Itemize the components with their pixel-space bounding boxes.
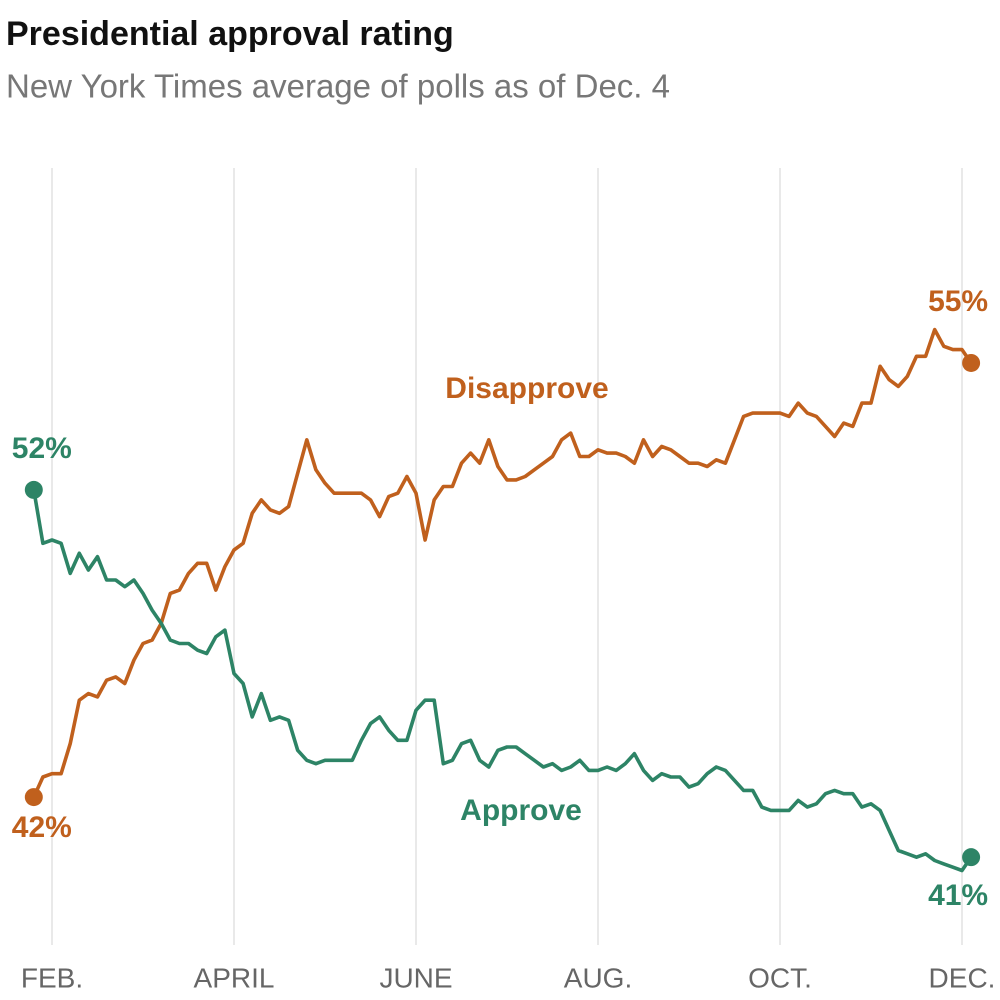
x-tick-label: JUNE (379, 962, 452, 993)
x-tick-label: FEB. (21, 962, 83, 993)
series-label: Disapprove (445, 372, 608, 405)
chart-title: Presidential approval rating (6, 15, 454, 53)
end-dot (962, 848, 981, 867)
end-dot (24, 788, 43, 807)
series-line (31, 488, 973, 873)
grid (51, 168, 963, 945)
end-dot (24, 480, 43, 499)
x-tick-label: OCT. (748, 962, 812, 993)
value-label: 52% (12, 432, 72, 465)
chart-subtitle: New York Times average of polls as of De… (6, 68, 670, 105)
plot (24, 327, 981, 873)
value-label: 41% (928, 879, 988, 912)
value-label: 55% (928, 285, 988, 318)
x-tick-label: DEC. (929, 962, 996, 993)
end-dot (962, 353, 981, 372)
series-line (31, 327, 973, 799)
x-tick-label: APRIL (194, 962, 275, 993)
series-label: Approve (460, 794, 582, 827)
x-tick-label: AUG. (564, 962, 632, 993)
value-label: 42% (12, 811, 72, 844)
